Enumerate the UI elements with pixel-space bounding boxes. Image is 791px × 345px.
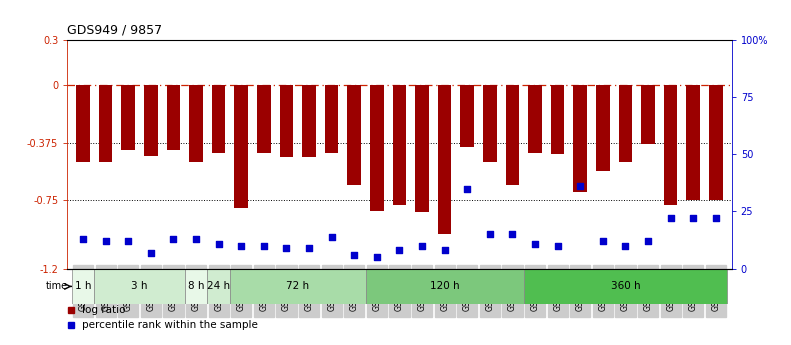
Text: 24 h: 24 h bbox=[207, 282, 230, 292]
Bar bbox=[325, 86, 339, 153]
Bar bbox=[122, 86, 135, 150]
Text: 1 h: 1 h bbox=[75, 282, 91, 292]
Point bbox=[303, 245, 316, 251]
Point bbox=[551, 243, 564, 249]
Bar bbox=[76, 86, 90, 162]
Bar bbox=[528, 86, 542, 153]
Bar bbox=[505, 86, 519, 185]
Bar bbox=[99, 86, 112, 162]
Point bbox=[710, 216, 722, 221]
Text: GDS949 / 9857: GDS949 / 9857 bbox=[67, 23, 162, 36]
Text: 360 h: 360 h bbox=[611, 282, 640, 292]
Bar bbox=[573, 86, 587, 193]
Bar bbox=[365, 269, 524, 304]
Bar bbox=[144, 86, 157, 156]
Point bbox=[461, 186, 474, 191]
Text: 120 h: 120 h bbox=[430, 282, 460, 292]
Bar bbox=[72, 269, 94, 304]
Bar bbox=[212, 86, 225, 153]
Bar bbox=[185, 269, 207, 304]
Point bbox=[506, 231, 519, 237]
Bar bbox=[619, 86, 632, 162]
Point bbox=[100, 238, 112, 244]
Point bbox=[664, 216, 677, 221]
Point bbox=[348, 252, 361, 258]
Point bbox=[574, 184, 587, 189]
Point bbox=[167, 236, 180, 242]
Text: log ratio: log ratio bbox=[81, 305, 125, 315]
Point bbox=[393, 248, 406, 253]
Point bbox=[416, 243, 429, 249]
Point bbox=[619, 243, 632, 249]
Bar bbox=[664, 86, 677, 205]
Bar bbox=[392, 86, 407, 205]
Bar bbox=[370, 86, 384, 211]
Bar bbox=[280, 86, 293, 157]
Bar bbox=[94, 269, 185, 304]
Point bbox=[280, 245, 293, 251]
Point bbox=[258, 243, 271, 249]
Bar bbox=[230, 269, 365, 304]
Point bbox=[145, 250, 157, 255]
Bar bbox=[189, 86, 202, 162]
Bar bbox=[167, 86, 180, 150]
Bar bbox=[687, 86, 700, 200]
Bar bbox=[207, 269, 230, 304]
Bar bbox=[709, 86, 723, 200]
Bar bbox=[551, 86, 565, 154]
Bar bbox=[642, 86, 655, 144]
Bar bbox=[596, 86, 610, 171]
Point bbox=[122, 238, 134, 244]
Point bbox=[438, 248, 451, 253]
Bar bbox=[524, 269, 727, 304]
Bar bbox=[347, 86, 361, 185]
Point bbox=[77, 236, 89, 242]
Point bbox=[596, 238, 609, 244]
Point bbox=[528, 241, 541, 246]
Point bbox=[687, 216, 699, 221]
Bar bbox=[257, 86, 271, 153]
Text: percentile rank within the sample: percentile rank within the sample bbox=[81, 320, 258, 330]
Text: 3 h: 3 h bbox=[131, 282, 148, 292]
Point bbox=[212, 241, 225, 246]
Bar bbox=[483, 86, 497, 162]
Point bbox=[325, 234, 338, 239]
Bar bbox=[234, 86, 248, 208]
Point bbox=[642, 238, 654, 244]
Point bbox=[235, 243, 248, 249]
Point bbox=[190, 236, 202, 242]
Bar bbox=[438, 86, 452, 234]
Bar bbox=[302, 86, 316, 157]
Bar bbox=[460, 86, 474, 147]
Text: time: time bbox=[46, 282, 68, 292]
Bar bbox=[415, 86, 429, 212]
Point bbox=[483, 231, 496, 237]
Text: 8 h: 8 h bbox=[187, 282, 204, 292]
Text: 72 h: 72 h bbox=[286, 282, 309, 292]
Point bbox=[370, 255, 383, 260]
